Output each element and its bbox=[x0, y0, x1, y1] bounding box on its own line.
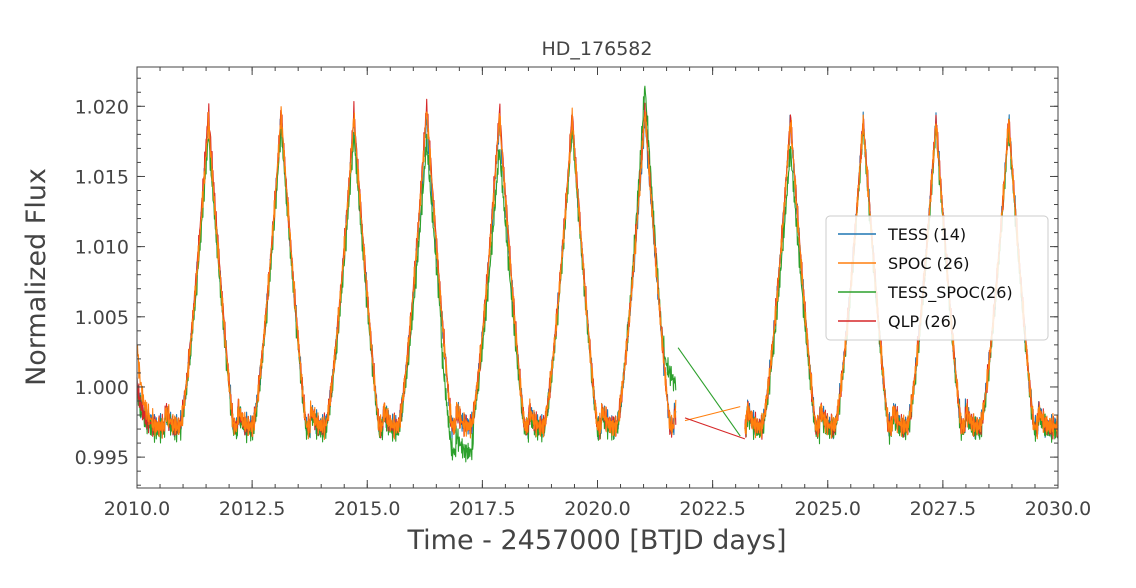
series-layer bbox=[136, 85, 1059, 463]
legend-label: TESS_SPOC(26) bbox=[887, 283, 1013, 303]
x-tick-label: 2020.0 bbox=[564, 498, 630, 520]
series-line-spoc-26--seg0 bbox=[136, 106, 677, 441]
legend-label: SPOC (26) bbox=[888, 254, 970, 273]
gap-connector bbox=[684, 406, 741, 422]
y-tick-label: 1.005 bbox=[75, 307, 129, 329]
x-tick-label: 2015.0 bbox=[334, 498, 400, 520]
gap-connector bbox=[677, 347, 741, 437]
series-line-tess-14--seg0 bbox=[136, 113, 677, 440]
x-tick-label: 2025.0 bbox=[795, 498, 861, 520]
chart-title: HD_176582 bbox=[542, 38, 653, 60]
y-axis: 0.995 1.000 1.005 1.010 1.015 1.020 bbox=[75, 77, 1058, 486]
y-axis-label: Normalized Flux bbox=[21, 168, 52, 386]
x-tick-label: 2030.0 bbox=[1025, 498, 1091, 520]
y-tick-label: 1.020 bbox=[75, 96, 129, 118]
x-tick-label: 2022.5 bbox=[679, 498, 745, 520]
gap-connector bbox=[684, 417, 746, 440]
legend: TESS (14) SPOC (26) TESS_SPOC(26) QLP (26) bbox=[825, 215, 1049, 341]
y-tick-label: 1.010 bbox=[75, 237, 129, 259]
x-tick-label: 2012.5 bbox=[219, 498, 285, 520]
y-tick-label: 1.015 bbox=[75, 166, 129, 188]
series-line-qlp-26--seg0 bbox=[136, 98, 677, 440]
legend-box bbox=[825, 215, 1049, 341]
y-tick-label: 0.995 bbox=[75, 447, 129, 469]
legend-label: TESS (14) bbox=[887, 225, 966, 244]
x-tick-label: 2010.0 bbox=[104, 498, 170, 520]
series-line-spoc-26--seg1 bbox=[744, 114, 1059, 440]
x-tick-label: 2027.5 bbox=[910, 498, 976, 520]
y-tick-label: 1.000 bbox=[75, 377, 129, 399]
legend-label: QLP (26) bbox=[888, 312, 957, 331]
x-axis: 2010.0 2012.5 2015.0 2017.5 2020.0 2022.5 2025… bbox=[104, 67, 1091, 520]
x-tick-label: 2017.5 bbox=[449, 498, 515, 520]
plot-frame bbox=[136, 66, 1059, 489]
x-axis-label: Time - 2457000 [BTJD days] bbox=[407, 525, 787, 556]
